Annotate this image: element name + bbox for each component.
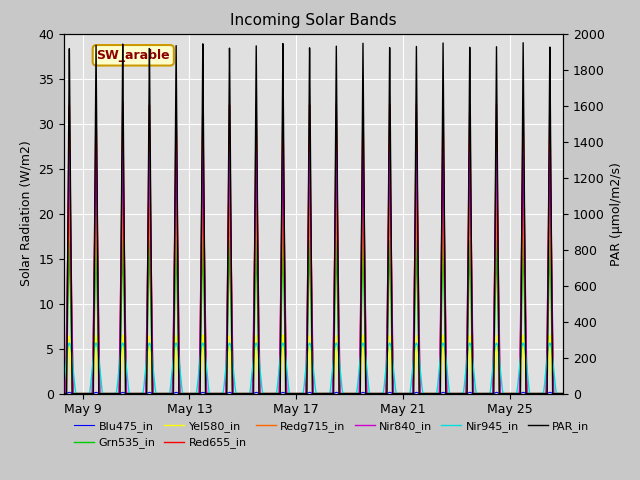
Title: Incoming Solar Bands: Incoming Solar Bands: [230, 13, 397, 28]
Y-axis label: PAR (μmol/m2/s): PAR (μmol/m2/s): [611, 162, 623, 265]
Text: SW_arable: SW_arable: [97, 49, 170, 62]
Legend: Blu475_in, Grn535_in, Yel580_in, Red655_in, Redg715_in, Nir840_in, Nir945_in, PA: Blu475_in, Grn535_in, Yel580_in, Red655_…: [70, 417, 594, 453]
Y-axis label: Solar Radiation (W/m2): Solar Radiation (W/m2): [20, 141, 33, 287]
